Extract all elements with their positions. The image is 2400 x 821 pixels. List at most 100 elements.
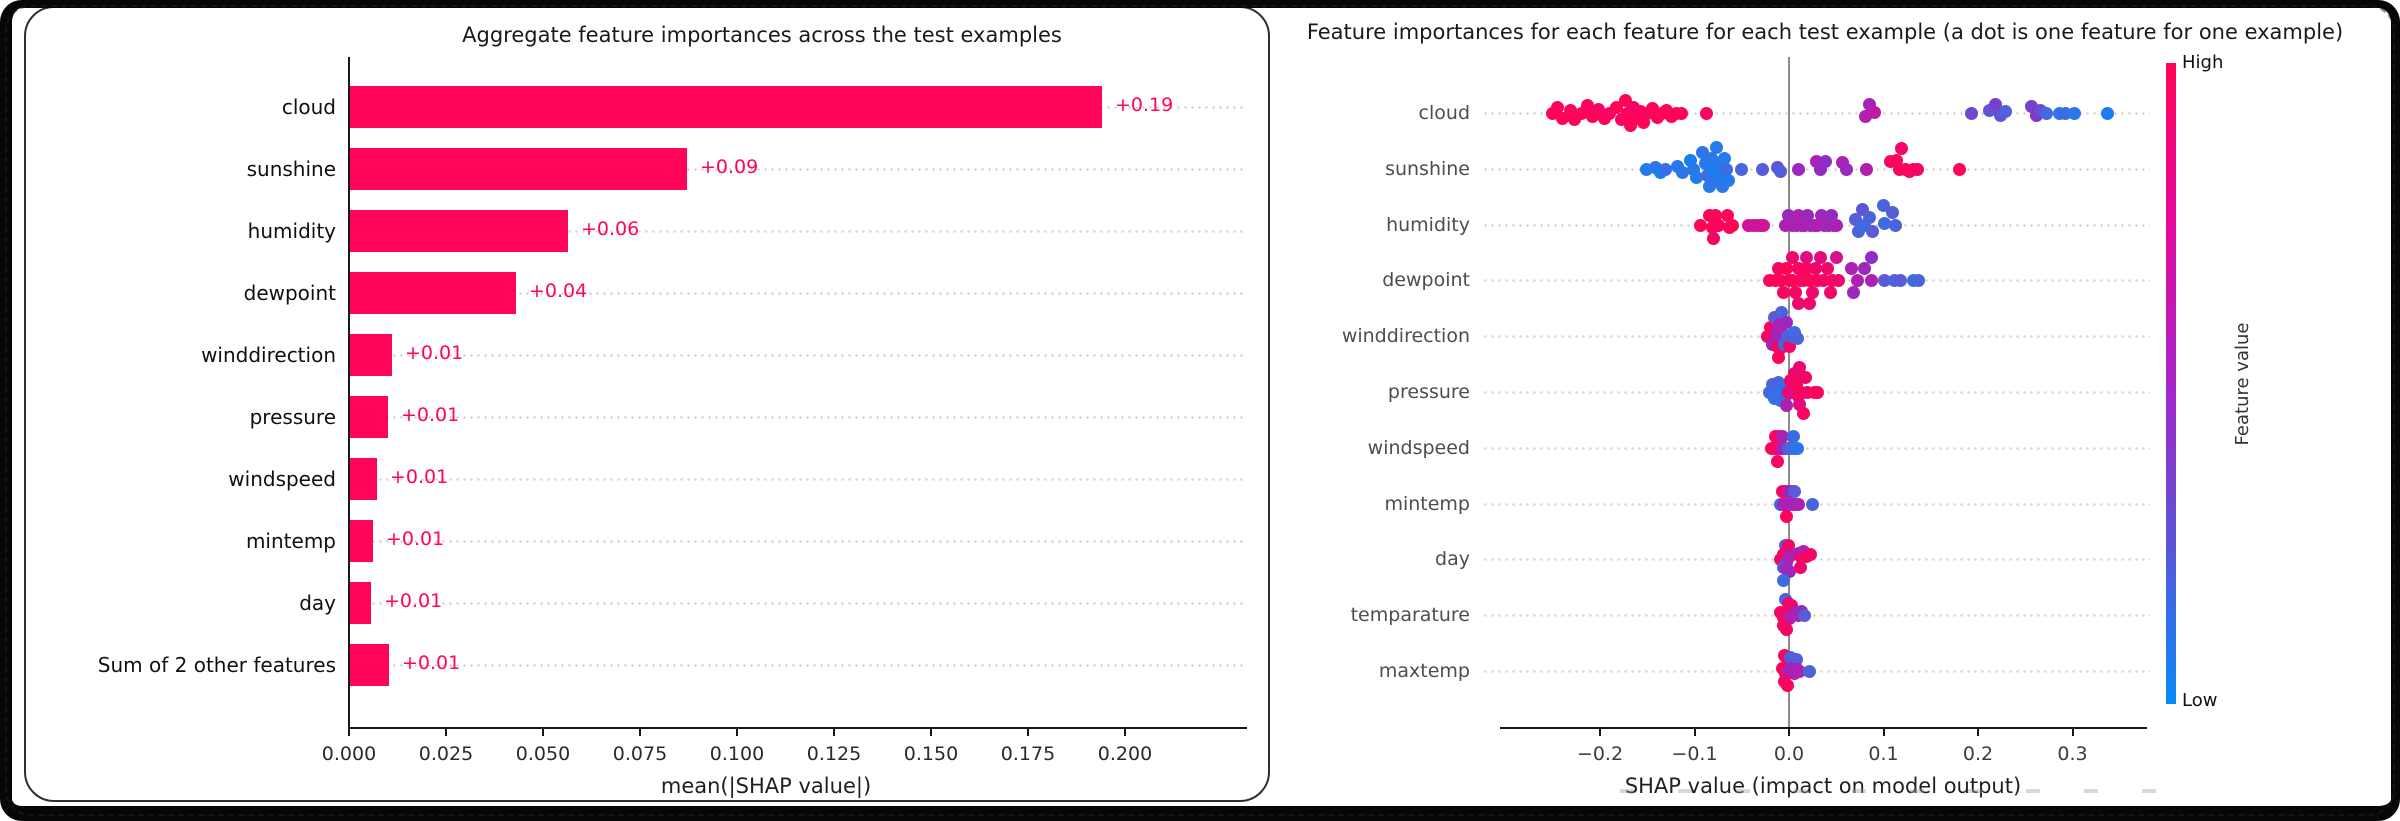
left-gridline	[349, 602, 1247, 605]
left-x-tick-label: 0.100	[709, 743, 765, 765]
shap-dot-windspeed	[1770, 454, 1784, 468]
colorbar-low-label: Low	[2182, 690, 2218, 711]
feature-label-winddirection: winddirection	[1341, 325, 1470, 347]
left-gridline	[349, 416, 1247, 419]
shap-dot-humidity	[1877, 216, 1891, 230]
bar-windspeed	[349, 458, 377, 500]
right-x-tick	[2071, 729, 2074, 736]
right-gridline	[1482, 558, 2150, 561]
feature-label-mintemp: mintemp	[245, 529, 336, 553]
shap-dot-dewpoint	[1799, 250, 1813, 264]
shap-dot-cloud	[1550, 100, 1564, 114]
right-x-tick-label: 0.2	[1962, 743, 1994, 765]
bar-value-label-dewpoint: +0.04	[529, 280, 588, 302]
shap-dot-dewpoint	[1844, 261, 1858, 275]
shap-dot-humidity	[1814, 208, 1828, 222]
right-gridline	[1482, 112, 2150, 115]
shap-dot-cloud	[2039, 106, 2053, 120]
shap-dot-dewpoint	[1911, 273, 1925, 287]
feature-label-pressure: pressure	[249, 405, 336, 429]
feature-label-day: day	[299, 591, 336, 615]
left-x-tick-label: 0.000	[321, 743, 377, 765]
shap-dot-dewpoint	[1805, 285, 1819, 299]
shap-dot-sunshine	[1658, 162, 1672, 176]
shap-dot-mintemp	[1791, 497, 1805, 511]
right-x-tick-label: 0.1	[1868, 743, 1899, 765]
left-y-spine	[348, 57, 350, 727]
shap-dot-cloud	[1988, 97, 2002, 111]
shap-dot-humidity	[1865, 224, 1879, 238]
left-x-tick-label: 0.200	[1097, 743, 1153, 765]
feature-label-windspeed: windspeed	[228, 467, 336, 491]
bar-value-label-Sum of 2 other features: +0.01	[402, 652, 461, 674]
shap-dot-mintemp	[1787, 484, 1801, 498]
shap-dot-day	[1803, 547, 1817, 561]
shap-dot-windspeed	[1790, 441, 1804, 455]
shap-dot-cloud	[2100, 106, 2114, 120]
shap-dot-sunshine	[1773, 164, 1787, 178]
cutoff-text-artifact	[1620, 789, 2190, 793]
feature-label-sunshine: sunshine	[246, 157, 336, 181]
right-x-spine	[1500, 727, 2147, 729]
colorbar-axis-label: Feature value	[2232, 322, 2253, 446]
shap-dot-humidity	[1829, 218, 1843, 232]
shap-dot-winddirection	[1774, 305, 1788, 319]
right-x-tick	[1882, 729, 1885, 736]
shap-dot-mintemp	[1779, 509, 1793, 523]
shap-dot-dewpoint	[1813, 250, 1827, 264]
left-x-tick-label: 0.125	[806, 743, 862, 765]
feature-label-dewpoint: dewpoint	[243, 281, 336, 305]
bar-humidity	[349, 210, 568, 252]
shap-dot-sunshine	[1839, 162, 1853, 176]
shap-dot-dewpoint	[1864, 273, 1878, 287]
left-x-tick	[639, 729, 641, 736]
shap-dot-humidity	[1800, 208, 1814, 222]
bar-value-label-sunshine: +0.09	[700, 156, 759, 178]
shap-dot-sunshine	[1717, 151, 1731, 165]
shap-dot-humidity	[1885, 205, 1899, 219]
left-x-tick	[1124, 729, 1126, 736]
shap-dot-sunshine	[1791, 162, 1805, 176]
shap-dot-humidity	[1706, 231, 1720, 245]
feature-label-Sum of 2 other features: Sum of 2 other features	[97, 653, 336, 677]
shap-dot-sunshine	[1689, 170, 1703, 184]
left-x-tick	[930, 729, 932, 736]
shap-dot-dewpoint	[1831, 273, 1845, 287]
shap-dot-dewpoint	[1785, 250, 1799, 264]
feature-label-windspeed: windspeed	[1367, 437, 1470, 459]
shap-dot-sunshine	[1818, 154, 1832, 168]
shap-dot-sunshine	[1734, 162, 1748, 176]
right-x-tick	[1788, 729, 1790, 736]
left-gridline	[349, 354, 1247, 357]
shap-dot-sunshine	[1894, 141, 1908, 155]
shap-dot-cloud	[2067, 106, 2081, 120]
shap-dot-dewpoint	[1823, 285, 1837, 299]
feature-label-mintemp: mintemp	[1384, 493, 1470, 515]
bar-value-label-day: +0.01	[384, 590, 443, 612]
shap-dot-humidity	[1862, 210, 1876, 224]
right-x-tick-label: 0.3	[2057, 743, 2088, 765]
left-chart-xlabel: mean(|SHAP value|)	[660, 774, 872, 798]
left-x-spine	[348, 727, 1247, 729]
right-x-tick	[1693, 729, 1696, 736]
left-chart-title: Aggregate feature importances across the…	[462, 23, 1062, 47]
bar-mintemp	[349, 520, 373, 562]
left-x-tick-label: 0.175	[1000, 743, 1056, 765]
shap-dot-sunshine	[1719, 162, 1733, 176]
shap-dot-sunshine	[1709, 140, 1723, 154]
shap-dot-windspeed	[1775, 429, 1789, 443]
shap-dot-humidity	[1781, 208, 1795, 222]
left-x-tick	[445, 729, 447, 736]
right-x-tick	[1599, 729, 1601, 736]
bar-sunshine	[349, 148, 687, 190]
left-gridline	[349, 540, 1247, 543]
shap-dot-dewpoint	[1802, 296, 1816, 310]
shap-dot-sunshine	[1755, 162, 1769, 176]
left-chart-card	[24, 6, 1270, 802]
shap-dot-cloud	[1699, 106, 1713, 120]
feature-label-sunshine: sunshine	[1385, 158, 1470, 180]
colorbar-high-label: High	[2182, 52, 2224, 73]
shap-dot-pressure	[1810, 385, 1824, 399]
shap-dot-dewpoint	[1850, 273, 1864, 287]
